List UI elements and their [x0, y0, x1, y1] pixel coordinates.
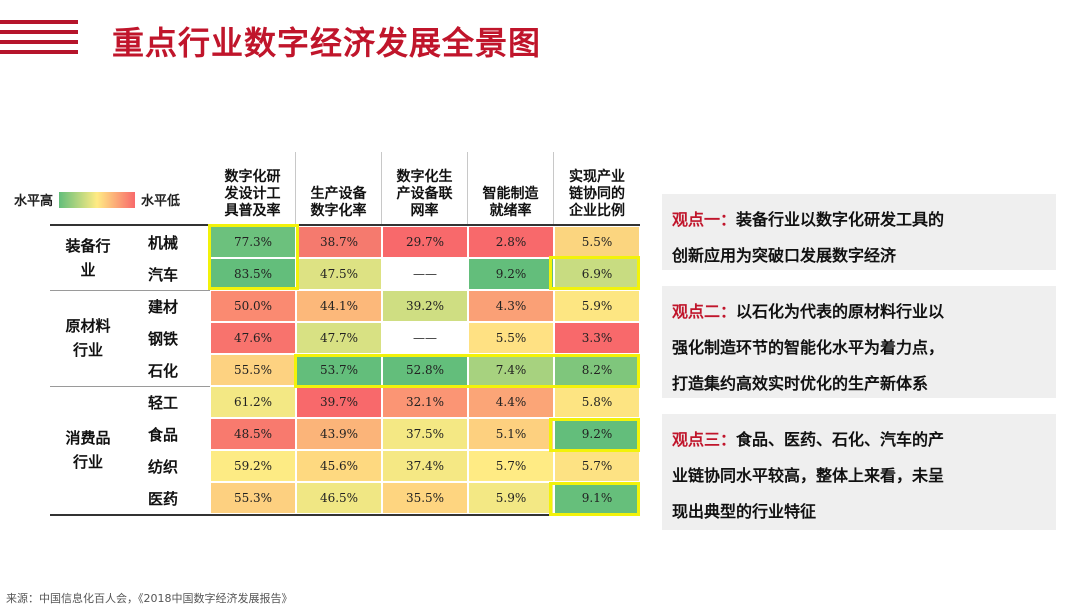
group-divider	[50, 514, 640, 516]
viewpoint-3-line-2: 业链协同水平较高，整体上来看，未呈	[672, 466, 945, 485]
viewpoint-3-line-1: 观点三：食品、医药、石化、汽车的产	[672, 430, 945, 449]
column-header-2: 生产设备 数字化率	[296, 152, 382, 224]
viewpoint-box-1: 观点一：装备行业以数字化研发工具的 创新应用为突破口发展数字经济	[662, 194, 1056, 270]
color-legend: 水平高 水平低	[14, 190, 180, 209]
heatmap-cell: 9.2%	[468, 258, 554, 290]
viewpoint-box-2: 观点二：以石化为代表的原材料行业以 强化制造环节的智能化水平为着力点， 打造集约…	[662, 286, 1056, 398]
row-labels: 机械汽车建材钢铁石化轻工食品纺织医药	[148, 226, 178, 514]
heatmap-cell: 43.9%	[296, 418, 382, 450]
heatmap-cell: 35.5%	[382, 482, 468, 514]
heatmap-cell: 46.5%	[296, 482, 382, 514]
industry-group-name: 装备行业	[65, 237, 111, 279]
heatmap-cell: 39.7%	[296, 386, 382, 418]
viewpoint-2-line-3: 打造集约高效实时优化的生产新体系	[672, 374, 929, 393]
heatmap-cell: 5.1%	[468, 418, 554, 450]
header-rule	[50, 224, 640, 226]
heatmap-cell: 77.3%	[210, 226, 296, 258]
column-header-3: 数字化生 产设备联 网率	[382, 152, 468, 224]
table-row: 50.0% 44.1% 39.2% 4.3% 5.9%	[210, 290, 640, 322]
heatmap-cell: 5.8%	[554, 386, 640, 418]
heatmap-cell: 39.2%	[382, 290, 468, 322]
table-row: 48.5% 43.9% 37.5% 5.1% 9.2%	[210, 418, 640, 450]
highlight-box-food-synergy	[549, 418, 640, 452]
row-label: 医药	[148, 489, 179, 508]
highlight-box-auto-synergy	[549, 256, 640, 290]
highlight-box-pharma-synergy	[549, 482, 640, 516]
heatmap-cell: 48.5%	[210, 418, 296, 450]
heatmap-cell: 6.9%	[554, 258, 640, 290]
row-label: 钢铁	[148, 329, 179, 348]
heatmap-cell: 29.7%	[382, 226, 468, 258]
column-headers: 数字化研 发设计工 具普及率 生产设备 数字化率 数字化生 产设备联 网率 智能制造 就绪率 实现产…	[210, 152, 640, 224]
heatmap-cell: 3.3%	[554, 322, 640, 354]
industry-group: 装备行业	[50, 226, 210, 290]
heatmap-cell: 45.6%	[296, 450, 382, 482]
heatmap-cell: 5.9%	[554, 290, 640, 322]
heatmap-cell: 5.5%	[554, 226, 640, 258]
heatmap-cell: 32.1%	[382, 386, 468, 418]
viewpoint-3-line-3: 现出典型的行业特征	[672, 502, 817, 521]
heatmap-cell: 53.7%	[296, 354, 382, 386]
heatmap-cell: 5.7%	[468, 450, 554, 482]
column-header-1: 数字化研 发设计工 具普及率	[210, 152, 296, 224]
row-label: 石化	[148, 361, 179, 380]
heatmap-cell: 55.3%	[210, 482, 296, 514]
viewpoint-box-3: 观点三：食品、医药、石化、汽车的产 业链协同水平较高，整体上来看，未呈 现出典型…	[662, 414, 1056, 530]
heatmap-cell: 47.6%	[210, 322, 296, 354]
heatmap-cell: 44.1%	[296, 290, 382, 322]
heatmap-cell: 9.1%	[554, 482, 640, 514]
heatmap-cell: ——	[382, 258, 468, 290]
industry-group-name: 原材料 行业	[65, 317, 111, 359]
heatmap-cell: ——	[382, 322, 468, 354]
heatmap-cell: 50.0%	[210, 290, 296, 322]
column-header-5: 实现产业 链协同的 企业比例	[569, 169, 625, 219]
industry-group: 消费品 行业	[50, 386, 210, 514]
viewpoint-1-line-1: 观点一：装备行业以数字化研发工具的	[672, 210, 945, 229]
row-label: 轻工	[148, 393, 179, 412]
table-row: 59.2% 45.6% 37.4% 5.7% 5.7%	[210, 450, 640, 482]
row-label: 汽车	[148, 265, 179, 284]
row-label: 纺织	[148, 457, 179, 476]
table-row: 55.5% 53.7% 52.8% 7.4% 8.2%	[210, 354, 640, 386]
table-row: 55.3% 46.5% 35.5% 5.9% 9.1%	[210, 482, 640, 514]
heatmap-cell: 47.7%	[296, 322, 382, 354]
heatmap-cell: 61.2%	[210, 386, 296, 418]
row-label: 食品	[148, 425, 179, 444]
heatmap-cell: 55.5%	[210, 354, 296, 386]
heatmap-cell: 2.8%	[468, 226, 554, 258]
legend-high-label: 水平高	[14, 194, 54, 209]
highlight-box-rd-tools	[208, 224, 299, 290]
source-note: 来源：中国信息化百人会，《2018中国数字经济发展报告》	[6, 592, 293, 605]
heatmap-cell: 4.3%	[468, 290, 554, 322]
heatmap-cell: 37.4%	[382, 450, 468, 482]
industry-group-name: 消费品 行业	[65, 429, 111, 471]
legend-gradient-bar	[59, 191, 136, 208]
page-title: 重点行业数字经济发展全景图	[112, 24, 542, 62]
heatmap-cell: 59.2%	[210, 450, 296, 482]
viewpoint-2-line-2: 强化制造环节的智能化水平为着力点，	[672, 338, 945, 357]
table-row: 61.2% 39.7% 32.1% 4.4% 5.8%	[210, 386, 640, 418]
row-label: 建材	[148, 297, 179, 316]
heatmap-cell: 4.4%	[468, 386, 554, 418]
table-row: 47.6% 47.7% —— 5.5% 3.3%	[210, 322, 640, 354]
industry-group: 原材料 行业	[50, 290, 210, 386]
column-header-4: 智能制造 就绪率	[468, 152, 554, 224]
heatmap-cell: 52.8%	[382, 354, 468, 386]
viewpoint-1-line-2: 创新应用为突破口发展数字经济	[672, 246, 897, 265]
heatmap-cell: 5.9%	[468, 482, 554, 514]
heatmap-cell: 5.5%	[468, 322, 554, 354]
table-row: 77.3% 38.7% 29.7% 2.8% 5.5%	[210, 226, 640, 258]
row-label: 机械	[148, 233, 179, 252]
heatmap-cell: 37.5%	[382, 418, 468, 450]
viewpoint-2-line-1: 观点二：以石化为代表的原材料行业以	[672, 302, 945, 321]
heatmap-cell: 5.7%	[554, 450, 640, 482]
heatmap-cell: 47.5%	[296, 258, 382, 290]
legend-low-label: 水平低	[141, 194, 181, 209]
highlight-box-petrochem	[294, 354, 640, 388]
heatmap-cell: 38.7%	[296, 226, 382, 258]
heatmap-grid: 77.3% 38.7% 29.7% 2.8% 5.5% 83.5% 47.5% —— 9.2% 6…	[210, 226, 640, 514]
header-stripes	[0, 20, 78, 60]
